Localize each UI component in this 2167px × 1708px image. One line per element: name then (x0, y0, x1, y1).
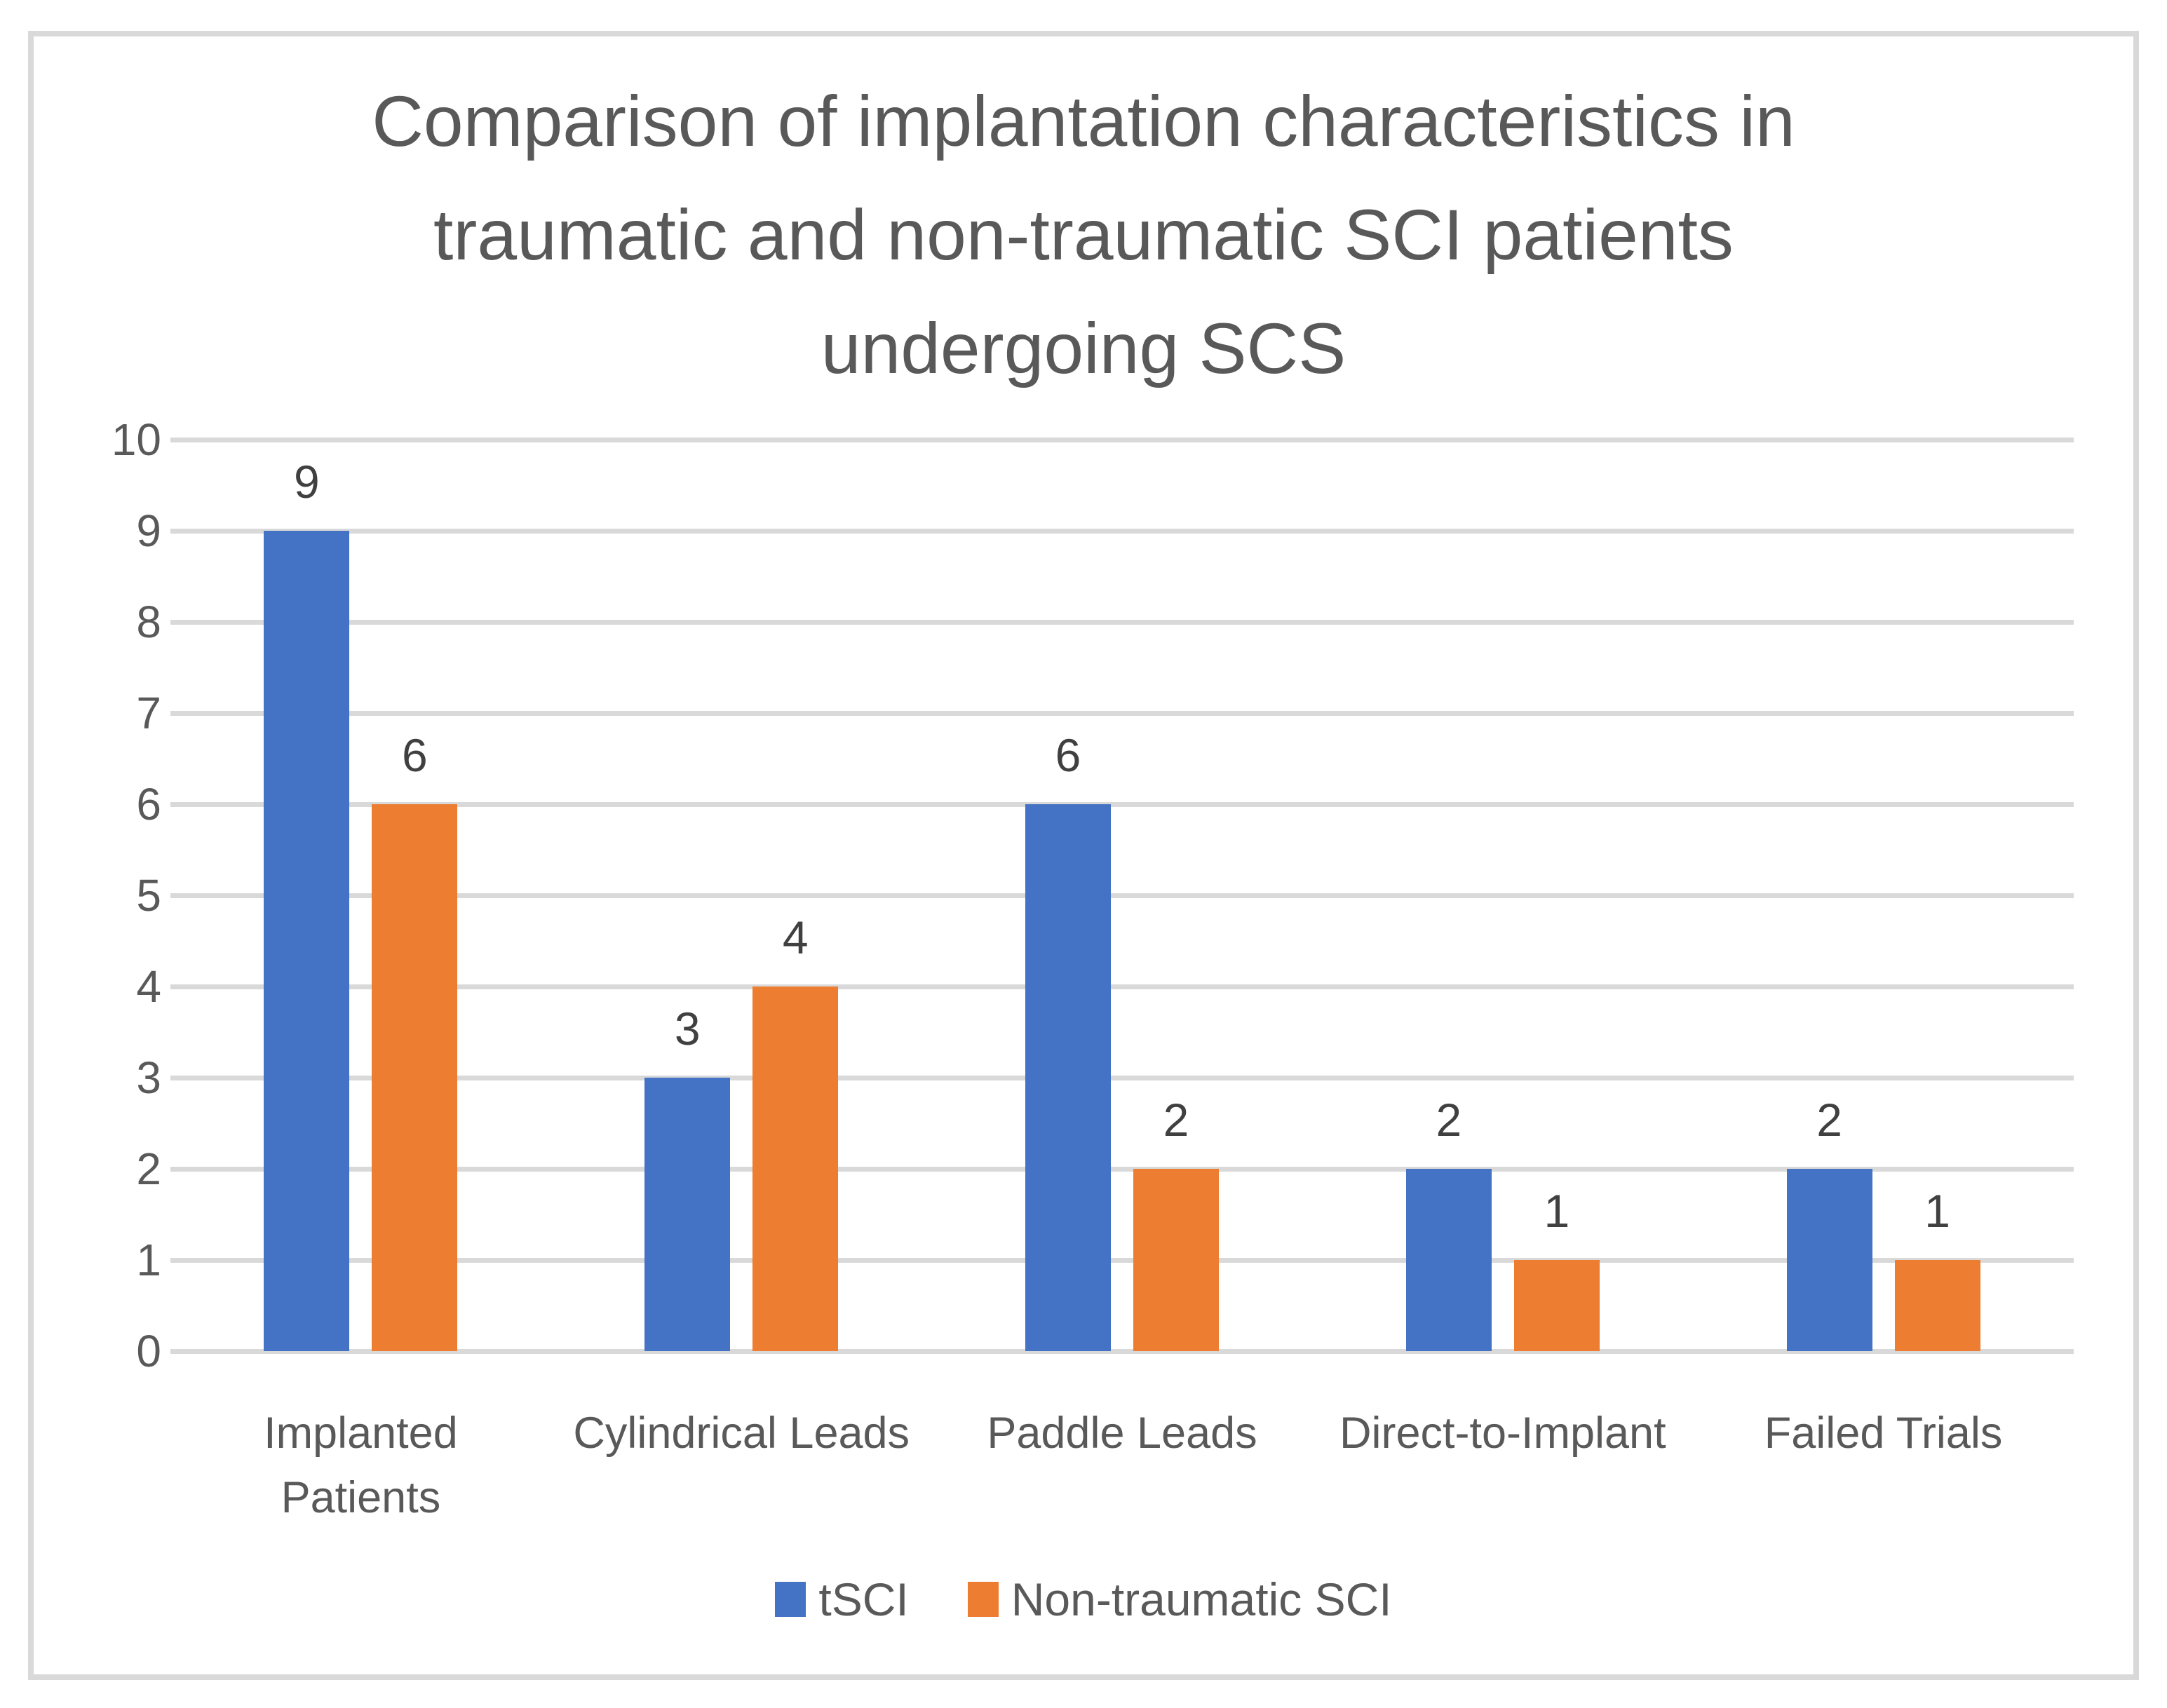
y-tick-label-4: 4 (136, 961, 161, 1012)
bar-value-label: 4 (782, 911, 809, 963)
legend-entry-0: tSCI (775, 1573, 909, 1625)
y-tick-label-1: 1 (136, 1235, 161, 1285)
category-label-1: Cylindrical Leads (573, 1409, 910, 1458)
gridline-y-2 (170, 1167, 2074, 1172)
bar-series-1-group-1 (752, 987, 839, 1351)
bar-series-0-group-1 (644, 1078, 731, 1351)
bar-series-1-group-3 (1513, 1260, 1600, 1351)
category-label-3: Direct-to-Implant (1339, 1409, 1666, 1458)
bar-value-label: 3 (674, 1003, 701, 1055)
bar-series-0-group-2 (1025, 804, 1111, 1351)
category-label-4: Failed Trials (1764, 1409, 2003, 1458)
bar-series-0-group-4 (1786, 1169, 1872, 1351)
chart-title-line-2: traumatic and non-traumatic SCI patients (433, 195, 1734, 275)
bar-series-0-group-0 (264, 531, 350, 1351)
chart-title-line-3: undergoing SCS (821, 309, 1346, 388)
gridline-y-7 (170, 711, 2074, 716)
legend-label: Non-traumatic SCI (1011, 1573, 1392, 1625)
legend-label: tSCI (818, 1573, 909, 1625)
y-tick-label-0: 0 (136, 1326, 161, 1376)
legend: tSCI Non-traumatic SCI (28, 1575, 2139, 1624)
legend-swatch-icon (775, 1582, 806, 1617)
gridline-y-0 (170, 1349, 2074, 1354)
gridline-y-3 (170, 1076, 2074, 1080)
category-label-0: Implanted Patients (264, 1409, 458, 1522)
y-tick-label-10: 10 (111, 414, 161, 465)
bar-value-label: 2 (1163, 1094, 1189, 1146)
legend-entry-1: Non-traumatic SCI (967, 1573, 1392, 1625)
category-label-2: Paddle Leads (987, 1409, 1257, 1458)
bar-value-label: 1 (1544, 1185, 1570, 1237)
bar-value-label: 2 (1816, 1094, 1842, 1146)
bar-series-1-group-4 (1894, 1260, 1980, 1351)
chart-frame-border (28, 31, 2139, 1680)
gridline-y-4 (170, 984, 2074, 989)
bar-value-label: 9 (294, 456, 320, 508)
y-tick-label-2: 2 (136, 1144, 161, 1194)
gridline-y-6 (170, 802, 2074, 807)
gridline-y-8 (170, 620, 2074, 625)
y-tick-label-9: 9 (136, 506, 161, 556)
bar-value-label: 2 (1436, 1094, 1462, 1146)
gridline-y-9 (170, 529, 2074, 534)
bar-series-0-group-3 (1405, 1169, 1492, 1351)
legend-swatch-icon (967, 1582, 999, 1617)
bar-series-1-group-2 (1133, 1169, 1219, 1351)
gridline-y-1 (170, 1258, 2074, 1263)
bar-value-label: 6 (402, 729, 428, 781)
y-tick-label-6: 6 (136, 779, 161, 829)
y-tick-label-3: 3 (136, 1052, 161, 1103)
chart-title: Comparison of implantation characteristi… (28, 65, 2139, 405)
chart-title-line-1: Comparison of implantation characteristi… (372, 81, 1795, 161)
bar-value-label: 6 (1055, 729, 1081, 781)
bar-series-1-group-0 (372, 804, 458, 1351)
bar-value-label: 1 (1924, 1185, 1950, 1237)
y-tick-label-7: 7 (136, 688, 161, 738)
gridline-y-10 (170, 438, 2074, 442)
gridline-y-5 (170, 893, 2074, 898)
y-tick-label-5: 5 (136, 870, 161, 921)
y-tick-label-8: 8 (136, 597, 161, 647)
